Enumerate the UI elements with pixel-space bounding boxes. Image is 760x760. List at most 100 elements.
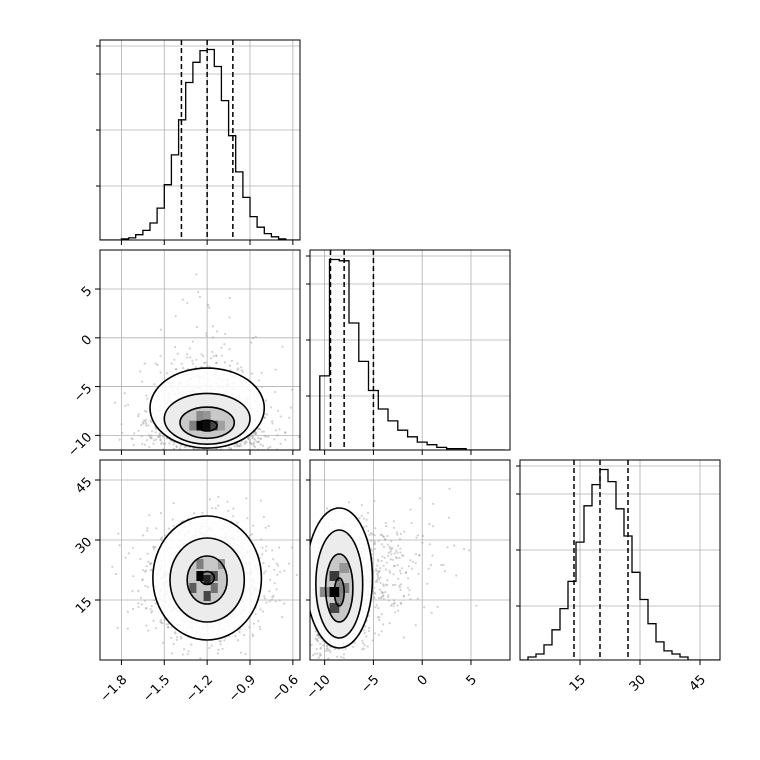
scatter-point [322, 666, 324, 668]
scatter-point [373, 597, 376, 600]
scatter-point [278, 428, 281, 431]
x-tick-label: 30 [627, 672, 649, 694]
x-tick-label: −1.2 [183, 672, 216, 705]
scatter-point [212, 453, 214, 455]
scatter-point [176, 636, 179, 639]
scatter-point [146, 397, 149, 400]
scatter-point [400, 567, 404, 570]
x-tick-label: 15 [567, 672, 589, 694]
x-tick-label: 0 [415, 672, 431, 688]
scatter-point [373, 547, 377, 551]
scatter-point [195, 358, 198, 361]
scatter-point [193, 512, 196, 515]
scatter-point [149, 436, 153, 440]
scatter-point [224, 332, 227, 336]
scatter-point [251, 435, 254, 439]
scatter-point [229, 447, 232, 450]
scatter-point [368, 629, 371, 633]
scatter-point [145, 607, 148, 610]
scatter-point [386, 579, 389, 582]
scatter-point [373, 542, 376, 545]
scatter-point [263, 572, 266, 575]
scatter-point [267, 525, 270, 528]
scatter-point [236, 368, 239, 371]
scatter-point [230, 359, 233, 362]
contour-line [179, 406, 236, 440]
scatter-point [124, 404, 127, 407]
scatter-point [152, 619, 155, 623]
scatter-point [256, 440, 259, 444]
scatter-point [316, 652, 319, 655]
scatter-point [385, 561, 388, 564]
scatter-point [365, 635, 368, 638]
density-cell [339, 563, 350, 573]
hist-panel-1 [306, 249, 511, 451]
scatter-point [142, 422, 145, 425]
scatter-point [397, 609, 400, 612]
scatter-point [259, 437, 262, 440]
scatter-point [175, 638, 178, 642]
scatter-point [131, 546, 135, 549]
scatter-point [380, 630, 383, 633]
scatter-point [229, 447, 232, 450]
scatter-point [375, 569, 378, 573]
scatter-point [161, 641, 165, 645]
scatter-point [399, 569, 402, 572]
scatter-point [379, 567, 382, 570]
scatter-point [284, 431, 287, 434]
scatter-point [392, 583, 395, 587]
scatter-point [383, 556, 386, 560]
scatter-point [127, 552, 130, 555]
scatter-point [380, 590, 383, 594]
scatter-point [415, 536, 418, 539]
scatter-point [276, 434, 279, 437]
scatter-point [325, 649, 328, 652]
contour-line [152, 515, 263, 641]
scatter-point [140, 423, 143, 427]
scatter-point [144, 570, 147, 573]
scatter-point [205, 332, 208, 335]
scatter-point [251, 533, 254, 536]
axis-frame [99, 459, 301, 661]
scatter-point [192, 447, 195, 450]
scatter-point [319, 642, 322, 646]
scatter-point [236, 521, 239, 524]
scatter-point [154, 431, 157, 434]
scatter-point [277, 564, 280, 567]
scatter-point [418, 554, 421, 557]
density-cell [319, 587, 330, 597]
scatter-point [310, 643, 313, 646]
scatter-point [254, 432, 257, 435]
scatter-point [252, 622, 255, 625]
density-cell [196, 559, 204, 569]
scatter-point [127, 403, 130, 406]
scatter-point [142, 419, 146, 422]
scatter-point [327, 657, 330, 660]
scatter-point [382, 585, 385, 588]
contour-line [333, 577, 345, 607]
scatter-point [401, 554, 404, 557]
scatter-point [258, 428, 262, 431]
x-tick-label: 45 [687, 672, 709, 694]
scatter-point [416, 534, 419, 537]
scatter-point [263, 434, 266, 437]
scatter-point [270, 598, 273, 601]
scatter-point [155, 527, 158, 530]
scatter-point [247, 437, 250, 440]
scatter-point [288, 416, 291, 419]
scatter-point [164, 534, 167, 537]
y-tick-label: 30 [73, 535, 95, 557]
scatter-point [377, 633, 380, 636]
scatter-point [282, 602, 286, 605]
scatter-point [333, 647, 336, 651]
scatter-point [432, 502, 435, 505]
scatter-point [244, 653, 247, 656]
contour-line [199, 570, 216, 586]
scatter-point [153, 383, 156, 386]
scatter-point [370, 539, 373, 542]
scatter-point [159, 620, 162, 623]
scatter-point [147, 560, 150, 563]
scatter-point [386, 543, 389, 546]
scatter-point [237, 639, 240, 642]
